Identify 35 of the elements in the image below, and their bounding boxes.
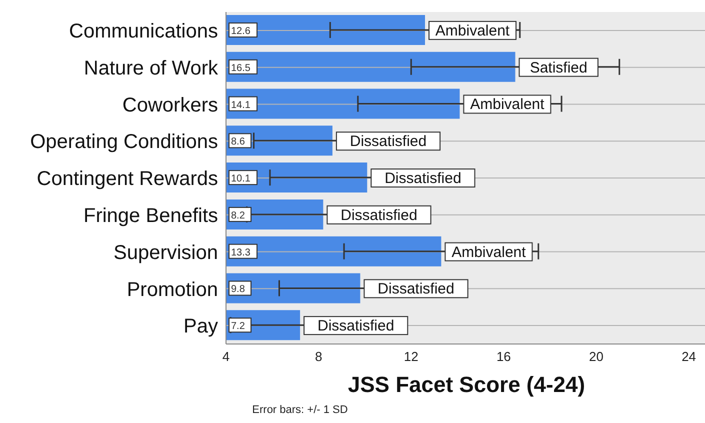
annotation: Dissatisfied xyxy=(317,318,394,335)
annotation: Satisfied xyxy=(530,59,588,76)
y-tick-label: Coworkers xyxy=(122,94,218,116)
data-label: 12.6 xyxy=(231,26,251,37)
y-tick-label: Fringe Benefits xyxy=(83,204,218,227)
x-tick-label: 4 xyxy=(222,349,230,364)
data-label: 8.6 xyxy=(231,136,246,148)
x-tick-label: 16 xyxy=(496,349,511,364)
annotation: Dissatisfied xyxy=(378,280,454,298)
x-tick-label: 20 xyxy=(589,349,604,364)
y-tick-label: Operating Conditions xyxy=(30,131,218,154)
data-label: 10.1 xyxy=(231,174,251,185)
annotation: Ambivalent xyxy=(435,22,510,40)
annotation: Ambivalent xyxy=(470,96,546,114)
data-label: 9.8 xyxy=(231,284,246,296)
x-axis-title: JSS Facet Score (4-24) xyxy=(346,372,586,398)
y-tick-label: Communications xyxy=(69,20,218,43)
y-tick-label: Nature of Work xyxy=(84,57,219,80)
data-label: 16.5 xyxy=(231,62,251,74)
data-label: 7.2 xyxy=(231,321,246,332)
annotation: Dissatisfied xyxy=(384,170,462,187)
x-tick-label: 24 xyxy=(682,349,696,364)
y-tick-label: Pay xyxy=(184,316,218,338)
data-label: 13.3 xyxy=(231,247,251,258)
text: Error bars: +/- 1 SD xyxy=(251,404,349,416)
annotation: Dissatisfied xyxy=(340,206,418,224)
data-label: 8.2 xyxy=(231,210,246,222)
annotation: Dissatisfied xyxy=(350,133,427,150)
y-tick-label: Supervision xyxy=(113,242,218,264)
x-tick-label: 8 xyxy=(314,349,322,364)
y-tick-label: Contingent Rewards xyxy=(36,168,218,190)
annotation: Ambivalent xyxy=(452,244,527,261)
x-tick-label: 12 xyxy=(404,349,418,364)
data-label: 14.1 xyxy=(231,100,251,111)
y-tick-label: Promotion xyxy=(126,278,218,301)
